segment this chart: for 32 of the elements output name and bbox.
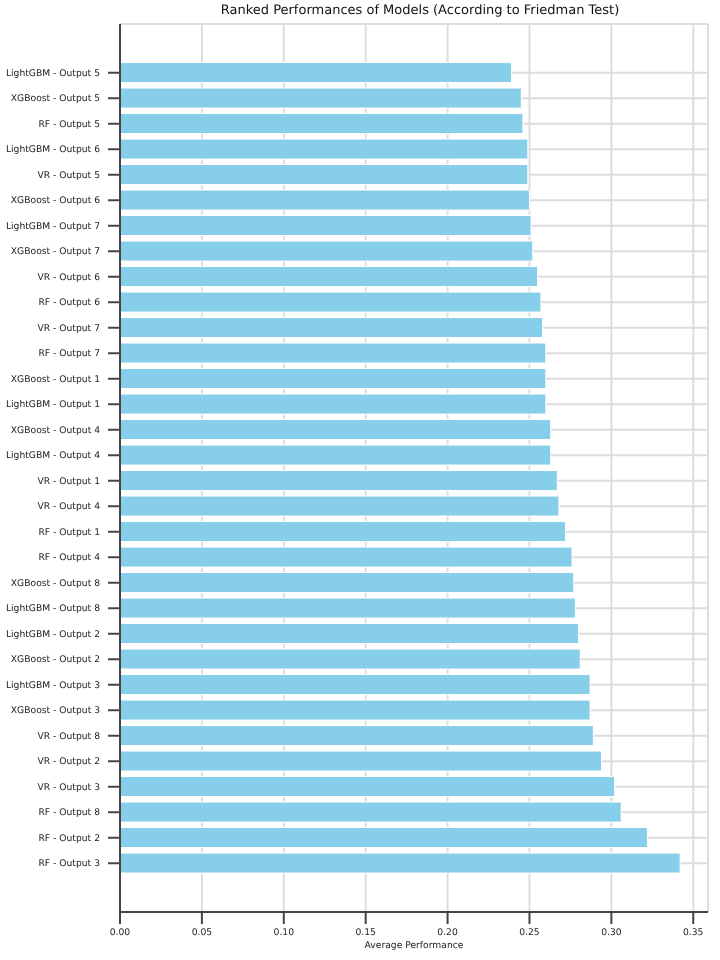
bar	[120, 572, 575, 594]
bar	[120, 62, 512, 84]
bar	[120, 419, 552, 441]
bar	[120, 342, 547, 364]
bar	[120, 495, 560, 517]
bar	[120, 215, 532, 237]
bar	[120, 801, 622, 823]
bar	[120, 776, 616, 798]
bar	[120, 138, 529, 160]
bar	[120, 393, 547, 415]
bar	[120, 699, 591, 721]
bar	[120, 470, 558, 492]
bar	[120, 597, 576, 619]
bar	[120, 87, 522, 109]
bar	[120, 623, 580, 645]
bar	[120, 291, 542, 313]
bar	[120, 674, 591, 696]
bar	[120, 113, 524, 135]
bar	[120, 827, 648, 849]
bar	[120, 444, 552, 466]
bar	[120, 317, 544, 339]
bar	[120, 750, 603, 772]
bar	[120, 240, 534, 262]
bar	[120, 368, 547, 390]
bar	[120, 164, 529, 186]
bar	[120, 521, 566, 543]
bar	[120, 266, 539, 288]
bar	[120, 189, 530, 211]
bar	[120, 852, 681, 874]
bar	[120, 725, 594, 747]
bar	[120, 648, 581, 670]
bar	[120, 546, 573, 568]
